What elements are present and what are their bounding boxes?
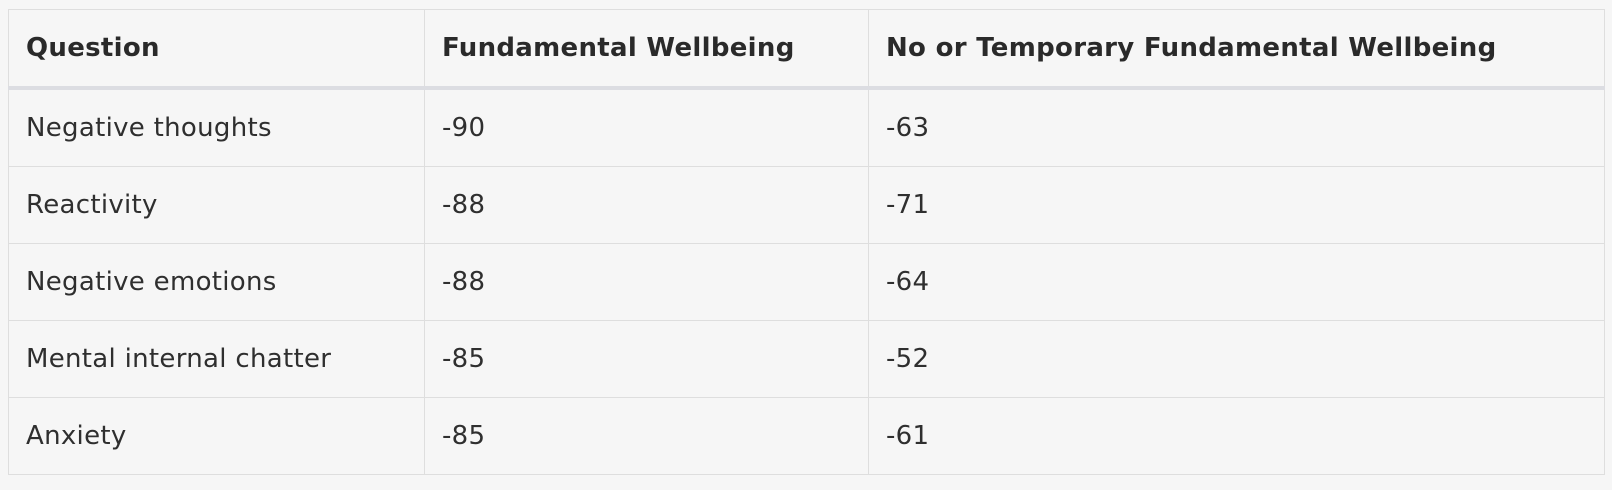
no-or-temporary-cell: -61 — [868, 397, 1605, 475]
header-fundamental-wellbeing: Fundamental Wellbeing — [424, 9, 869, 90]
table-row: Negative emotions -88 -64 — [8, 243, 1605, 321]
header-no-or-temporary-fundamental-wellbeing: No or Temporary Fundamental Wellbeing — [868, 9, 1605, 90]
no-or-temporary-cell: -63 — [868, 87, 1605, 167]
fundamental-wellbeing-cell: -88 — [424, 166, 869, 244]
header-row: Question Fundamental Wellbeing No or Tem… — [8, 9, 1605, 90]
question-cell: Negative emotions — [8, 243, 425, 321]
comparison-table-container: Question Fundamental Wellbeing No or Tem… — [8, 9, 1605, 475]
question-cell: Reactivity — [8, 166, 425, 244]
no-or-temporary-cell: -52 — [868, 320, 1605, 398]
no-or-temporary-cell: -64 — [868, 243, 1605, 321]
table-header: Question Fundamental Wellbeing No or Tem… — [8, 9, 1605, 90]
header-question: Question — [8, 9, 425, 90]
comparison-table: Question Fundamental Wellbeing No or Tem… — [8, 9, 1605, 475]
fundamental-wellbeing-cell: -90 — [424, 87, 869, 167]
table-row: Anxiety -85 -61 — [8, 397, 1605, 475]
table-row: Negative thoughts -90 -63 — [8, 87, 1605, 167]
question-cell: Negative thoughts — [8, 87, 425, 167]
table-row: Mental internal chatter -85 -52 — [8, 320, 1605, 398]
question-cell: Anxiety — [8, 397, 425, 475]
no-or-temporary-cell: -71 — [868, 166, 1605, 244]
fundamental-wellbeing-cell: -88 — [424, 243, 869, 321]
fundamental-wellbeing-cell: -85 — [424, 320, 869, 398]
question-cell: Mental internal chatter — [8, 320, 425, 398]
fundamental-wellbeing-cell: -85 — [424, 397, 869, 475]
table-body: Negative thoughts -90 -63 Reactivity -88… — [8, 87, 1605, 475]
table-row: Reactivity -88 -71 — [8, 166, 1605, 244]
